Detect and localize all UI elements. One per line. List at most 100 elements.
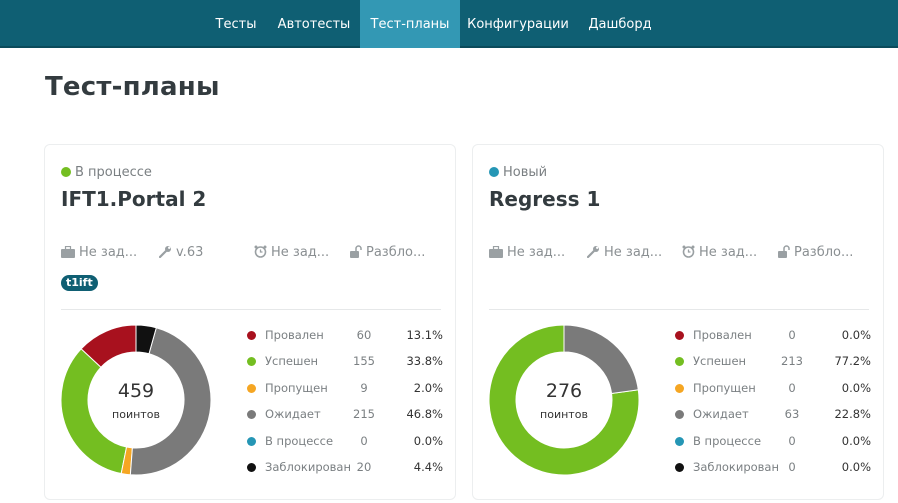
passed-dot-icon (247, 357, 256, 366)
legend-row-blocked: Заблокирован 0 0.0% (675, 459, 871, 475)
legend-count: 60 (356, 328, 372, 342)
legend-percent: 33.8% (406, 354, 443, 368)
status-dot-icon (61, 167, 71, 177)
divider (61, 309, 441, 310)
wrench-icon (586, 246, 599, 259)
total-points-unit: поинтов (540, 408, 588, 421)
legend-percent: 46.8% (406, 407, 443, 421)
legend-row-passed: Успешен 213 77.2% (675, 353, 871, 369)
status-donut-chart (61, 325, 211, 475)
status-label: В процессе (75, 165, 152, 180)
legend-percent: 0.0% (841, 460, 871, 474)
alarm-clock-icon (682, 245, 695, 258)
status-label: Новый (503, 165, 548, 180)
in-progress-dot-icon (675, 437, 684, 446)
legend-count: 213 (781, 354, 803, 368)
legend-label: Провален (693, 328, 752, 342)
legend-count: 63 (784, 407, 800, 421)
legend-percent: 0.0% (841, 328, 871, 342)
meta-build[interactable]: v.63 (158, 245, 204, 260)
test-plan-card[interactable]: Новый Regress 1 Не зад... Не зад... Не з… (472, 144, 884, 500)
legend-label: Заблокирован (693, 460, 779, 474)
pending-segment (563, 325, 639, 395)
legend-row-failed: Провален 60 13.1% (247, 327, 443, 343)
legend-label: В процессе (693, 434, 762, 448)
page-title: Тест-планы (45, 72, 220, 102)
legend-percent: 2.0% (413, 381, 443, 395)
nav-tab-configurations[interactable]: Конфигурации (467, 17, 569, 32)
legend-percent: 0.0% (841, 434, 871, 448)
legend-percent: 22.8% (834, 407, 871, 421)
nav-tab-test-plans[interactable]: Тест-планы (360, 0, 460, 48)
passed-segment (489, 325, 639, 475)
meta-time-label: Не зад... (699, 245, 758, 260)
legend-label: Заблокирован (265, 460, 351, 474)
meta-lock[interactable]: Разбло... (349, 245, 425, 260)
status-donut-chart (489, 325, 639, 475)
legend-label: Провален (265, 328, 324, 342)
in-progress-dot-icon (247, 437, 256, 446)
blocked-dot-icon (675, 463, 684, 472)
legend-label: Ожидает (265, 407, 321, 421)
legend-count: 0 (788, 381, 796, 395)
briefcase-icon (489, 245, 503, 258)
legend-label: Успешен (265, 354, 319, 368)
blocked-segment (135, 325, 157, 355)
donut-center: 276 поинтов (489, 325, 639, 475)
legend-row-pending: Ожидает 215 46.8% (247, 406, 443, 422)
unlock-icon (778, 245, 790, 258)
wrench-icon (158, 246, 171, 259)
meta-lock[interactable]: Разбло... (777, 245, 853, 260)
meta-time-label: Не зад... (271, 245, 330, 260)
nav-tab-autotests[interactable]: Автотесты (277, 17, 351, 32)
legend-percent: 4.4% (413, 460, 443, 474)
plan-status: Новый (489, 165, 547, 180)
meta-lock-label: Разбло... (366, 245, 426, 260)
meta-build-label: Не зад... (604, 245, 663, 260)
donut-center: 459 поинтов (61, 325, 211, 475)
top-navigation: Тесты Автотесты Тест-планы Конфигурации … (0, 0, 898, 48)
legend-row-skipped: Пропущен 9 2.0% (247, 380, 443, 396)
meta-date[interactable]: Не зад... (61, 245, 137, 260)
legend-count: 0 (788, 328, 796, 342)
legend-count: 155 (353, 354, 375, 368)
legend-label: Успешен (693, 354, 747, 368)
legend-count: 215 (353, 407, 375, 421)
plan-title[interactable]: Regress 1 (489, 187, 601, 211)
legend-count: 0 (788, 434, 796, 448)
meta-time[interactable]: Не зад... (682, 245, 757, 260)
meta-build[interactable]: Не зад... (586, 245, 663, 260)
plan-title[interactable]: IFT1.Portal 2 (61, 187, 207, 211)
pending-dot-icon (247, 410, 256, 419)
skipped-dot-icon (675, 384, 684, 393)
test-plan-card[interactable]: В процессе IFT1.Portal 2 Не зад... v.63 … (44, 144, 456, 500)
legend-row-pending: Ожидает 63 22.8% (675, 406, 871, 422)
meta-build-label: v.63 (176, 245, 204, 260)
legend-row-blocked: Заблокирован 20 4.4% (247, 459, 443, 475)
blocked-dot-icon (247, 463, 256, 472)
nav-tab-dashboard[interactable]: Дашборд (588, 17, 652, 32)
legend-row-skipped: Пропущен 0 0.0% (675, 380, 871, 396)
pending-dot-icon (675, 410, 684, 419)
legend-row-in-progress: В процессе 0 0.0% (247, 433, 443, 449)
total-points: 276 (545, 380, 583, 402)
failed-dot-icon (675, 331, 684, 340)
alarm-clock-icon (254, 245, 267, 258)
nav-tab-tests[interactable]: Тесты (215, 17, 257, 32)
pending-segment (129, 327, 211, 475)
legend-label: Пропущен (265, 381, 328, 395)
meta-date-label: Не зад... (79, 245, 138, 260)
legend-percent: 0.0% (841, 381, 871, 395)
briefcase-icon (61, 245, 75, 258)
legend-percent: 13.1% (406, 328, 443, 342)
meta-time[interactable]: Не зад... (254, 245, 329, 260)
legend-count: 0 (360, 434, 368, 448)
legend-percent: 77.2% (834, 354, 871, 368)
meta-date[interactable]: Не зад... (489, 245, 565, 260)
meta-date-label: Не зад... (507, 245, 566, 260)
total-points-unit: поинтов (112, 408, 160, 421)
legend-label: В процессе (265, 434, 334, 448)
passed-dot-icon (675, 357, 684, 366)
plan-tag[interactable]: t1ift (61, 275, 98, 291)
failed-dot-icon (247, 331, 256, 340)
